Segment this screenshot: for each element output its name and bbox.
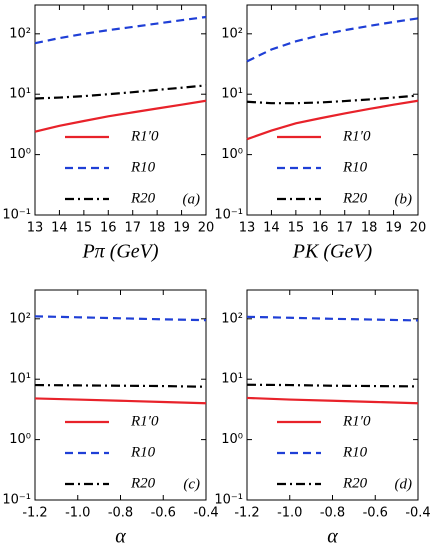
panel-label: (a) [183, 191, 201, 207]
plot-frame [34, 289, 207, 501]
legend-label: R20 [130, 475, 156, 491]
x-tick-label: 13 [27, 221, 44, 236]
x-tick-label: 19 [385, 221, 402, 236]
plot-frame [34, 4, 207, 216]
x-axis-label: PK (GeV) [292, 241, 373, 263]
x-axis-label: α [115, 526, 126, 543]
x-tick-label: 17 [124, 221, 141, 236]
x-tick-label: -1.0 [277, 506, 302, 521]
y-tick-label: 10¹ [9, 87, 31, 102]
y-tick-label: 10⁻¹ [2, 208, 31, 223]
x-tick-label: 20 [410, 221, 427, 236]
panel-label: (d) [395, 476, 413, 492]
y-tick-label: 10¹ [221, 372, 243, 387]
legend-label: R1′0 [342, 413, 371, 429]
legend-label: R20 [342, 190, 368, 206]
y-tick-label: 10² [221, 311, 243, 326]
series-line [34, 99, 207, 133]
y-tick-label: 10⁰ [9, 147, 31, 162]
x-tick-label: -1.2 [234, 506, 259, 521]
plot-frame [246, 289, 419, 501]
legend-label: R10 [342, 444, 368, 460]
x-tick-label: -0.4 [405, 506, 430, 521]
legend-label: R1′0 [130, 413, 159, 429]
y-tick-label: 10² [221, 26, 243, 41]
x-tick-label: 18 [149, 221, 166, 236]
legend-label: R1′0 [130, 128, 159, 144]
series-line [34, 383, 207, 388]
y-tick-label: 10⁻¹ [214, 208, 243, 223]
y-tick-label: 10⁰ [9, 432, 31, 447]
y-tick-label: 10² [9, 311, 31, 326]
x-tick-label: -0.4 [193, 506, 218, 521]
x-tick-label: 15 [288, 221, 305, 236]
x-tick-label: 16 [100, 221, 117, 236]
y-tick-label: 10¹ [221, 87, 243, 102]
y-tick-label: 10² [9, 26, 31, 41]
x-tick-label: -0.8 [108, 506, 133, 521]
panel-label: (b) [395, 191, 413, 207]
y-tick-label: 10⁻¹ [2, 493, 31, 508]
legend-label: R10 [130, 444, 156, 460]
x-tick-label: 13 [239, 221, 256, 236]
legend-label: R1′0 [342, 128, 371, 144]
x-tick-label: 17 [336, 221, 353, 236]
plot-frame [246, 4, 419, 216]
series-line [34, 315, 207, 322]
x-tick-label: 20 [198, 221, 215, 236]
x-tick-label: 15 [76, 221, 93, 236]
series-line [34, 397, 207, 405]
x-tick-label: 14 [263, 221, 280, 236]
x-tick-label: -0.6 [151, 506, 176, 521]
series-line [246, 383, 419, 388]
series-line [246, 315, 419, 322]
y-tick-label: 10⁻¹ [214, 493, 243, 508]
panel-label: (c) [183, 476, 200, 492]
x-tick-label: 19 [173, 221, 190, 236]
y-tick-label: 10¹ [9, 372, 31, 387]
series-line [246, 17, 419, 63]
x-tick-label: -1.0 [65, 506, 90, 521]
legend-label: R10 [342, 159, 368, 175]
series-line [34, 15, 207, 45]
x-tick-label: 18 [361, 221, 378, 236]
series-line [246, 396, 419, 405]
x-axis-label: Pπ (GeV) [81, 241, 158, 263]
series-line [34, 84, 207, 100]
series-line [246, 94, 419, 105]
x-axis-label: α [327, 526, 338, 543]
legend-label: R10 [130, 159, 156, 175]
x-tick-label: -0.6 [363, 506, 388, 521]
y-tick-label: 10⁰ [221, 147, 243, 162]
y-tick-label: 10⁰ [221, 432, 243, 447]
legend-label: R20 [130, 190, 156, 206]
series-line [246, 99, 419, 141]
x-tick-label: 16 [312, 221, 329, 236]
x-tick-label: -1.2 [22, 506, 47, 521]
x-tick-label: -0.8 [320, 506, 345, 521]
x-tick-label: 14 [51, 221, 68, 236]
legend-label: R20 [342, 475, 368, 491]
